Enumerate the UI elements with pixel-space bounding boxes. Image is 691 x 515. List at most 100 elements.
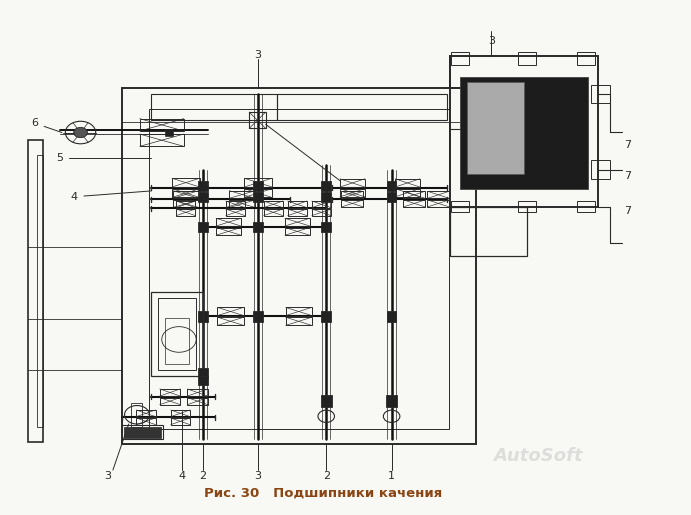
Bar [254,311,263,321]
Bar [124,426,161,438]
Bar [218,317,244,325]
Bar [518,52,536,65]
Text: 3: 3 [254,50,262,60]
Text: 3: 3 [104,471,111,481]
Bar [287,201,307,208]
Bar [245,188,272,197]
Bar [285,317,312,325]
Bar [285,218,310,226]
Bar [173,200,199,208]
Bar [173,191,199,198]
Bar [276,94,447,120]
Bar [428,200,449,207]
Bar [577,201,595,212]
Text: 3: 3 [488,36,495,46]
Bar [387,311,397,321]
Text: 7: 7 [624,140,632,150]
Bar [450,56,598,208]
Bar [28,140,43,442]
Text: 7: 7 [624,170,632,181]
Bar [198,311,208,321]
Bar [254,221,263,232]
Text: 7: 7 [624,207,632,216]
Bar [172,178,200,187]
Text: 5: 5 [56,152,63,163]
Bar [428,191,449,198]
Bar [386,396,397,406]
Bar [287,209,307,216]
Bar [312,209,331,216]
Bar [340,188,365,197]
Bar [404,200,426,207]
Bar [387,181,397,191]
Circle shape [74,127,88,138]
Bar [387,192,397,202]
Text: 4: 4 [179,471,186,481]
Bar [341,191,363,198]
Bar [341,200,363,207]
Bar [122,89,476,444]
Bar [467,82,524,174]
Bar [254,192,263,202]
Bar [198,181,208,191]
Text: Рис. 30   Подшипники качения: Рис. 30 Подшипники качения [204,487,442,500]
Text: 3: 3 [254,471,262,481]
Bar [165,129,173,135]
Bar [249,112,265,128]
Bar [198,192,208,202]
Bar [149,109,448,429]
Bar [245,178,272,187]
Bar [171,418,190,425]
Bar [187,389,208,396]
Text: AutoSoft: AutoSoft [493,447,583,465]
Text: 6: 6 [31,118,38,128]
Bar [131,403,142,426]
Bar [321,181,331,191]
Bar [140,134,184,146]
Bar [404,191,426,198]
Bar [171,410,190,417]
Bar [395,179,420,187]
Bar [176,201,196,208]
Bar [151,292,203,376]
Text: 2: 2 [323,471,330,481]
Bar [321,221,331,232]
Bar [577,52,595,65]
Bar [591,85,610,103]
Bar [451,201,469,212]
Bar [285,228,310,235]
Bar [176,209,196,216]
Bar [229,200,256,208]
Bar [591,160,610,179]
Bar [198,368,208,377]
Text: 2: 2 [200,471,207,481]
Bar [160,398,180,405]
Bar [321,396,332,406]
Text: 1: 1 [388,471,395,481]
Bar [136,410,155,417]
Bar [395,188,420,197]
Bar [321,192,331,202]
Bar [450,208,527,256]
Bar [226,201,245,208]
Bar [160,389,180,396]
Bar [136,418,155,425]
Bar [340,179,365,187]
Bar [226,209,245,216]
Bar [140,118,184,131]
Bar [312,201,331,208]
Bar [254,181,263,191]
Text: 4: 4 [70,192,77,202]
Bar [216,218,241,226]
Bar [198,376,208,385]
Bar [198,221,208,232]
Bar [122,425,163,439]
Bar [229,191,256,198]
Bar [518,201,536,212]
Bar [216,228,241,235]
Bar [451,52,469,65]
Bar [158,299,196,370]
Bar [263,209,283,216]
Bar [321,311,331,321]
Bar [165,318,189,364]
